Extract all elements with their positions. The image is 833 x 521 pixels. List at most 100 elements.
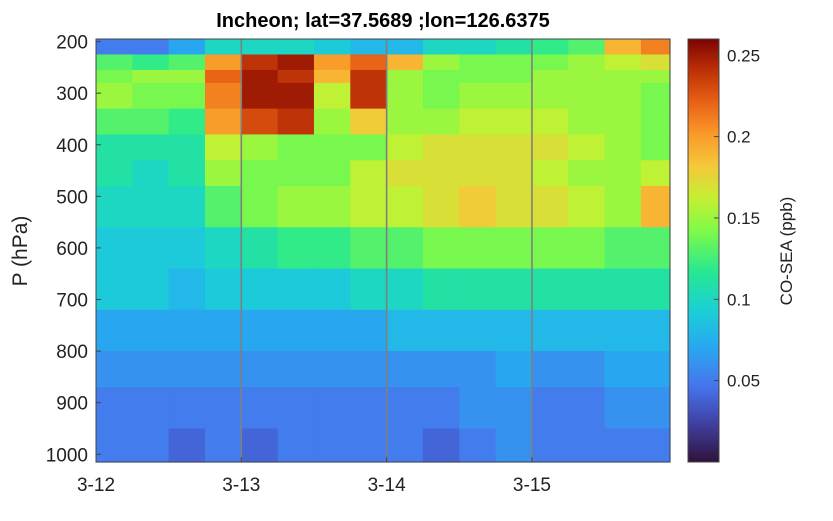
heatmap-cell: [313, 134, 351, 161]
heatmap-cell: [350, 227, 388, 270]
colorbar-tick-label: 0.15: [727, 209, 760, 228]
heatmap-cell: [640, 387, 671, 430]
heatmap-cell: [386, 134, 424, 161]
heatmap-cell: [277, 268, 315, 311]
heatmap-cell: [96, 351, 133, 388]
heatmap-cell: [350, 160, 388, 187]
heatmap-cell: [531, 351, 569, 388]
heatmap-cell: [386, 227, 424, 270]
heatmap-cell: [277, 54, 315, 71]
heatmap-cell: [241, 387, 279, 430]
colorbar-tick-label: 0.25: [727, 46, 760, 65]
heatmap-cell: [568, 268, 606, 311]
heatmap-cell: [277, 387, 315, 430]
heatmap-cell: [459, 268, 497, 311]
heatmap-cell: [604, 309, 642, 352]
heatmap-cell: [459, 387, 497, 430]
heatmap-cell: [531, 134, 569, 161]
heatmap-cell: [640, 134, 671, 161]
heatmap-cell: [495, 428, 533, 463]
heatmap-cell: [313, 227, 351, 270]
heatmap-cell: [459, 54, 497, 71]
heatmap-cell: [640, 69, 671, 84]
heatmap-cell: [277, 82, 315, 110]
heatmap-cell: [350, 428, 388, 463]
heatmap-cell: [386, 54, 424, 71]
heatmap-cell: [640, 108, 671, 136]
heatmap-cell: [422, 268, 460, 311]
heatmap-cell: [277, 186, 315, 228]
heatmap-cell: [204, 309, 242, 352]
heatmap-cell: [640, 309, 671, 352]
heatmap-cell: [459, 309, 497, 352]
heatmap-cell: [386, 39, 424, 56]
heatmap-cell: [168, 309, 206, 352]
heatmap-cell: [604, 108, 642, 136]
heatmap-cell: [168, 387, 206, 430]
heatmap-cell: [604, 54, 642, 71]
heatmap-cell: [422, 428, 460, 463]
heatmap-cell: [422, 309, 460, 352]
heatmap-cell: [640, 54, 671, 71]
heatmap-cell: [495, 387, 533, 430]
heatmap-cell: [568, 82, 606, 110]
heatmap-cell: [168, 186, 206, 228]
heatmap-cell: [495, 108, 533, 136]
heatmap-cell: [640, 186, 671, 228]
heatmap-cell: [568, 69, 606, 84]
heatmap-cell: [313, 309, 351, 352]
heatmap-cell: [132, 186, 170, 228]
heatmap-cell: [495, 268, 533, 311]
heatmap-cell: [604, 134, 642, 161]
x-tick-label: 3-13: [222, 475, 260, 496]
heatmap-cell: [386, 82, 424, 110]
heatmap-cell: [277, 134, 315, 161]
heatmap-cell: [386, 268, 424, 311]
heatmap-cell: [459, 108, 497, 136]
y-tick-label: 1000: [46, 445, 88, 466]
heatmap-cell: [531, 227, 569, 270]
heatmap-cell: [422, 108, 460, 136]
heatmap-cell: [350, 387, 388, 430]
y-tick-label: 900: [56, 394, 88, 415]
heatmap-cell: [495, 54, 533, 71]
heatmap-cell: [531, 309, 569, 352]
heatmap-cell: [604, 387, 642, 430]
heatmap-cell: [531, 387, 569, 430]
heatmap-cell: [204, 387, 242, 430]
chart-title: Incheon; lat=37.5689 ;lon=126.6375: [216, 10, 550, 32]
heatmap-cell: [132, 108, 170, 136]
heatmap-cell: [531, 39, 569, 56]
heatmap-cell: [96, 309, 133, 352]
heatmap-cell: [204, 82, 242, 110]
heatmap-cell: [204, 69, 242, 84]
y-tick-label: 800: [56, 342, 88, 363]
heatmap-cell: [640, 227, 671, 270]
heatmap-cell: [132, 351, 170, 388]
y-tick-label: 600: [56, 239, 88, 260]
heatmap-cell: [495, 160, 533, 187]
heatmap-cell: [241, 39, 279, 56]
heatmap-cell: [386, 108, 424, 136]
x-axis-ticks: 3-12 3-13 3-14 3-15: [77, 457, 551, 496]
heatmap-cell: [386, 160, 424, 187]
heatmap-cell: [459, 69, 497, 84]
heatmap-cell: [640, 268, 671, 311]
heatmap-cell: [132, 54, 170, 71]
heatmap-cell: [604, 82, 642, 110]
heatmap-cell: [168, 82, 206, 110]
heatmap-cell: [277, 69, 315, 84]
heatmap-cell: [168, 69, 206, 84]
heatmap-cell: [241, 227, 279, 270]
heatmap-cell: [531, 160, 569, 187]
heatmap-cell: [132, 428, 170, 463]
heatmap-cell: [640, 39, 671, 56]
heatmap-cell: [241, 108, 279, 136]
colorbar-label: CO-SEA (ppb): [777, 197, 796, 306]
heatmap-cell: [313, 186, 351, 228]
heatmap-cell: [96, 186, 133, 228]
heatmap-cell: [168, 134, 206, 161]
heatmap-cell: [168, 108, 206, 136]
heatmap-cell: [459, 82, 497, 110]
